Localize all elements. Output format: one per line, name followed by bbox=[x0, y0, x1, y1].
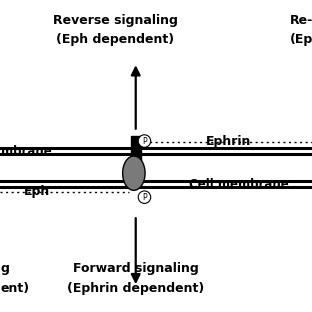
Text: ent): ent) bbox=[1, 282, 30, 295]
Text: P: P bbox=[142, 137, 147, 145]
Text: mbrane: mbrane bbox=[1, 145, 51, 158]
Circle shape bbox=[138, 135, 151, 147]
Text: Ephrin: Ephrin bbox=[206, 135, 251, 149]
Text: Reverse signaling: Reverse signaling bbox=[53, 14, 178, 27]
Text: Re-: Re- bbox=[290, 14, 312, 27]
Text: P: P bbox=[142, 193, 147, 202]
Bar bbox=[131, 136, 141, 167]
Text: Cell membrane: Cell membrane bbox=[189, 178, 289, 191]
Circle shape bbox=[138, 191, 151, 203]
Ellipse shape bbox=[123, 156, 145, 190]
Text: Eph: Eph bbox=[23, 185, 50, 198]
Text: (Eph dependent): (Eph dependent) bbox=[56, 32, 174, 46]
Text: (Ephrin dependent): (Ephrin dependent) bbox=[67, 282, 204, 295]
Text: (Ep: (Ep bbox=[290, 32, 312, 46]
Text: g: g bbox=[1, 262, 9, 275]
Text: Forward signaling: Forward signaling bbox=[73, 262, 199, 275]
